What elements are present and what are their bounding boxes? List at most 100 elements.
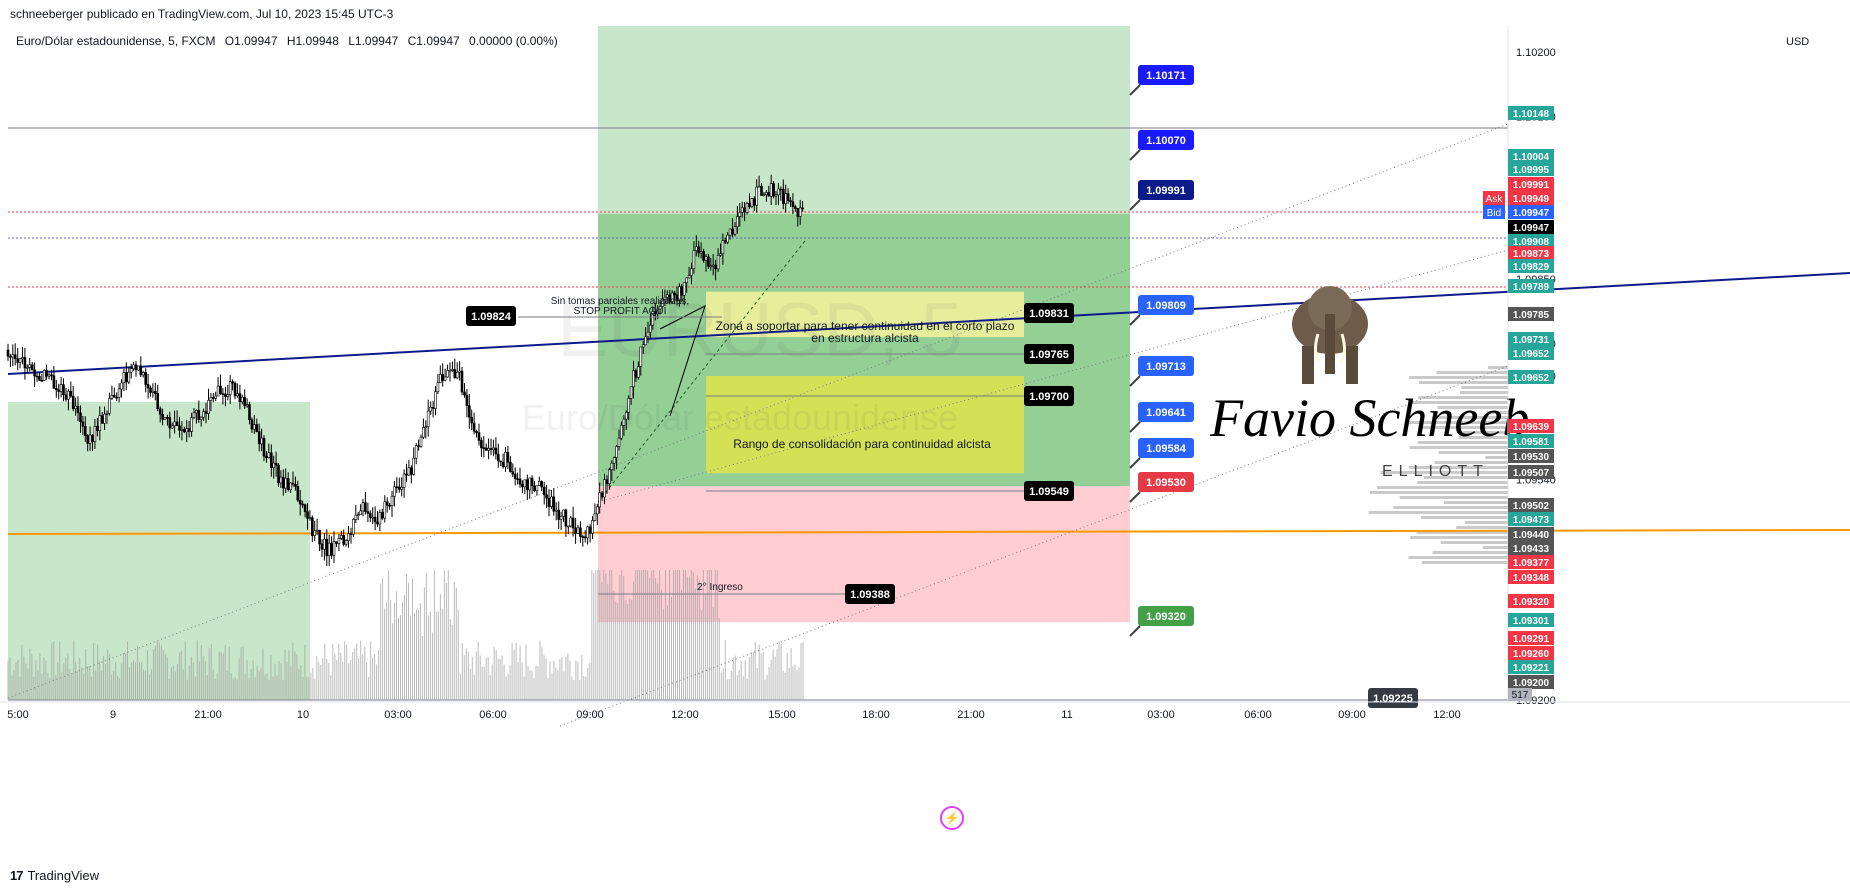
price-axis-label (1508, 465, 1554, 479)
target-pointer (1129, 375, 1141, 387)
chart-svg[interactable]: EURUSD, 5 Euro/Dólar estadounidense Sin t… (0, 26, 1850, 858)
price-axis-label (1508, 541, 1554, 555)
candle-body (523, 479, 527, 488)
candle-body (59, 384, 63, 392)
entry-dashed-line (597, 240, 806, 503)
candle-body (692, 250, 696, 269)
level-label-box (1024, 481, 1074, 501)
candle-body (492, 447, 495, 451)
candle-body (272, 462, 276, 468)
candle-body (356, 514, 360, 516)
candle-body (86, 435, 89, 444)
candle-body (204, 411, 208, 414)
candle-body (460, 370, 464, 393)
ohlc-close: C1.09947 (407, 34, 460, 48)
candle-body (402, 473, 406, 488)
candle-body (296, 485, 300, 501)
level-label-text: 1.09765 (1029, 349, 1069, 361)
candle-body (294, 483, 297, 487)
candle-body (525, 479, 529, 491)
price-axis-label-text: 1.09991 (1513, 180, 1550, 191)
volume-profile-bar (1421, 561, 1508, 564)
volume-profile-bar (1408, 466, 1508, 469)
candle-body (649, 324, 652, 333)
candle-body (132, 364, 135, 369)
candle-body (448, 369, 452, 372)
price-axis-label (1508, 660, 1554, 674)
annotation-stop-profit: STOP PROFIT AQUI (574, 306, 667, 317)
candle-body (134, 364, 138, 371)
candle-body (658, 306, 662, 310)
candle-body (731, 228, 734, 235)
price-axis-label (1508, 162, 1554, 176)
candle-body (192, 412, 196, 418)
level-label-box (1024, 386, 1074, 406)
candle-body (255, 424, 259, 433)
tradingview-logo[interactable]: 17 TradingView (10, 868, 99, 883)
candle-body (651, 311, 655, 326)
price-axis-label (1508, 106, 1554, 120)
symbol-name[interactable]: Euro/Dólar estadounidense, 5, FXCM (16, 34, 216, 48)
candle-body (793, 206, 797, 209)
candle-body (139, 365, 143, 376)
candle-body (79, 412, 82, 423)
candle-body (426, 410, 430, 427)
candle-body (755, 186, 759, 206)
candle-body (23, 357, 27, 369)
candle-body (149, 387, 152, 393)
candle-body (736, 216, 739, 228)
candle-body (13, 354, 17, 360)
candle-body (335, 541, 338, 544)
candle-body (108, 398, 111, 414)
price-axis-label-text: 1.10148 (1513, 109, 1550, 120)
consolidation-zone (706, 375, 1024, 474)
price-axis-label-text: 1.09652 (1513, 373, 1550, 384)
price-axis-label-text: 1.09473 (1513, 515, 1550, 526)
candle-body (323, 538, 326, 550)
candle-body (74, 405, 77, 409)
price-axis-label (1508, 512, 1554, 526)
chart-area[interactable]: EURUSD, 5 Euro/Dólar estadounidense Sin t… (0, 26, 1850, 858)
time-tick: 15:00 (768, 709, 796, 721)
price-axis-label (1508, 246, 1554, 260)
candle-body (583, 536, 587, 539)
volume-label-box (1508, 688, 1532, 701)
candle-body (243, 396, 246, 407)
currency-label[interactable]: USD (1786, 36, 1810, 48)
candle-body (559, 515, 563, 520)
candle-body (50, 374, 53, 377)
candle-body (298, 499, 302, 505)
candle-body (262, 437, 266, 457)
price-axis-label (1508, 555, 1554, 569)
price-axis-label-text: 1.09829 (1513, 262, 1550, 273)
candle-body (663, 296, 667, 300)
lightning-icon[interactable]: ⚡ (940, 806, 964, 830)
level-label-box (1368, 688, 1418, 708)
elephant-logo (1292, 286, 1368, 384)
price-axis-label-text: 1.09530 (1513, 452, 1550, 463)
volume-profile-bar (1369, 491, 1508, 494)
symbol-legend[interactable]: Euro/Dólar estadounidense, 5, FXCM O1.09… (16, 34, 564, 48)
volume-profile-bar (1408, 556, 1508, 559)
level-label-text: 1.09549 (1029, 486, 1069, 498)
candle-body (465, 394, 469, 406)
candle-body (743, 207, 746, 213)
candle-body (30, 364, 34, 371)
candle-body (120, 382, 123, 390)
price-axis-background (1508, 26, 1850, 702)
price-axis-label-text: 1.09221 (1513, 663, 1550, 674)
candle-body (644, 336, 647, 346)
candle-body (151, 390, 155, 393)
target-label-text: 1.10171 (1146, 70, 1186, 82)
candle-body (168, 417, 172, 429)
candle-body (603, 479, 606, 498)
candle-body (330, 542, 333, 556)
candle-body (798, 207, 802, 217)
target-label-box (1138, 130, 1194, 150)
candle-body (622, 418, 626, 426)
candle-body (422, 427, 425, 438)
candle-body (306, 511, 309, 519)
candle-body (248, 404, 251, 421)
elephant-tusk-left (1313, 333, 1322, 364)
volume-profile-bar (1376, 486, 1508, 489)
